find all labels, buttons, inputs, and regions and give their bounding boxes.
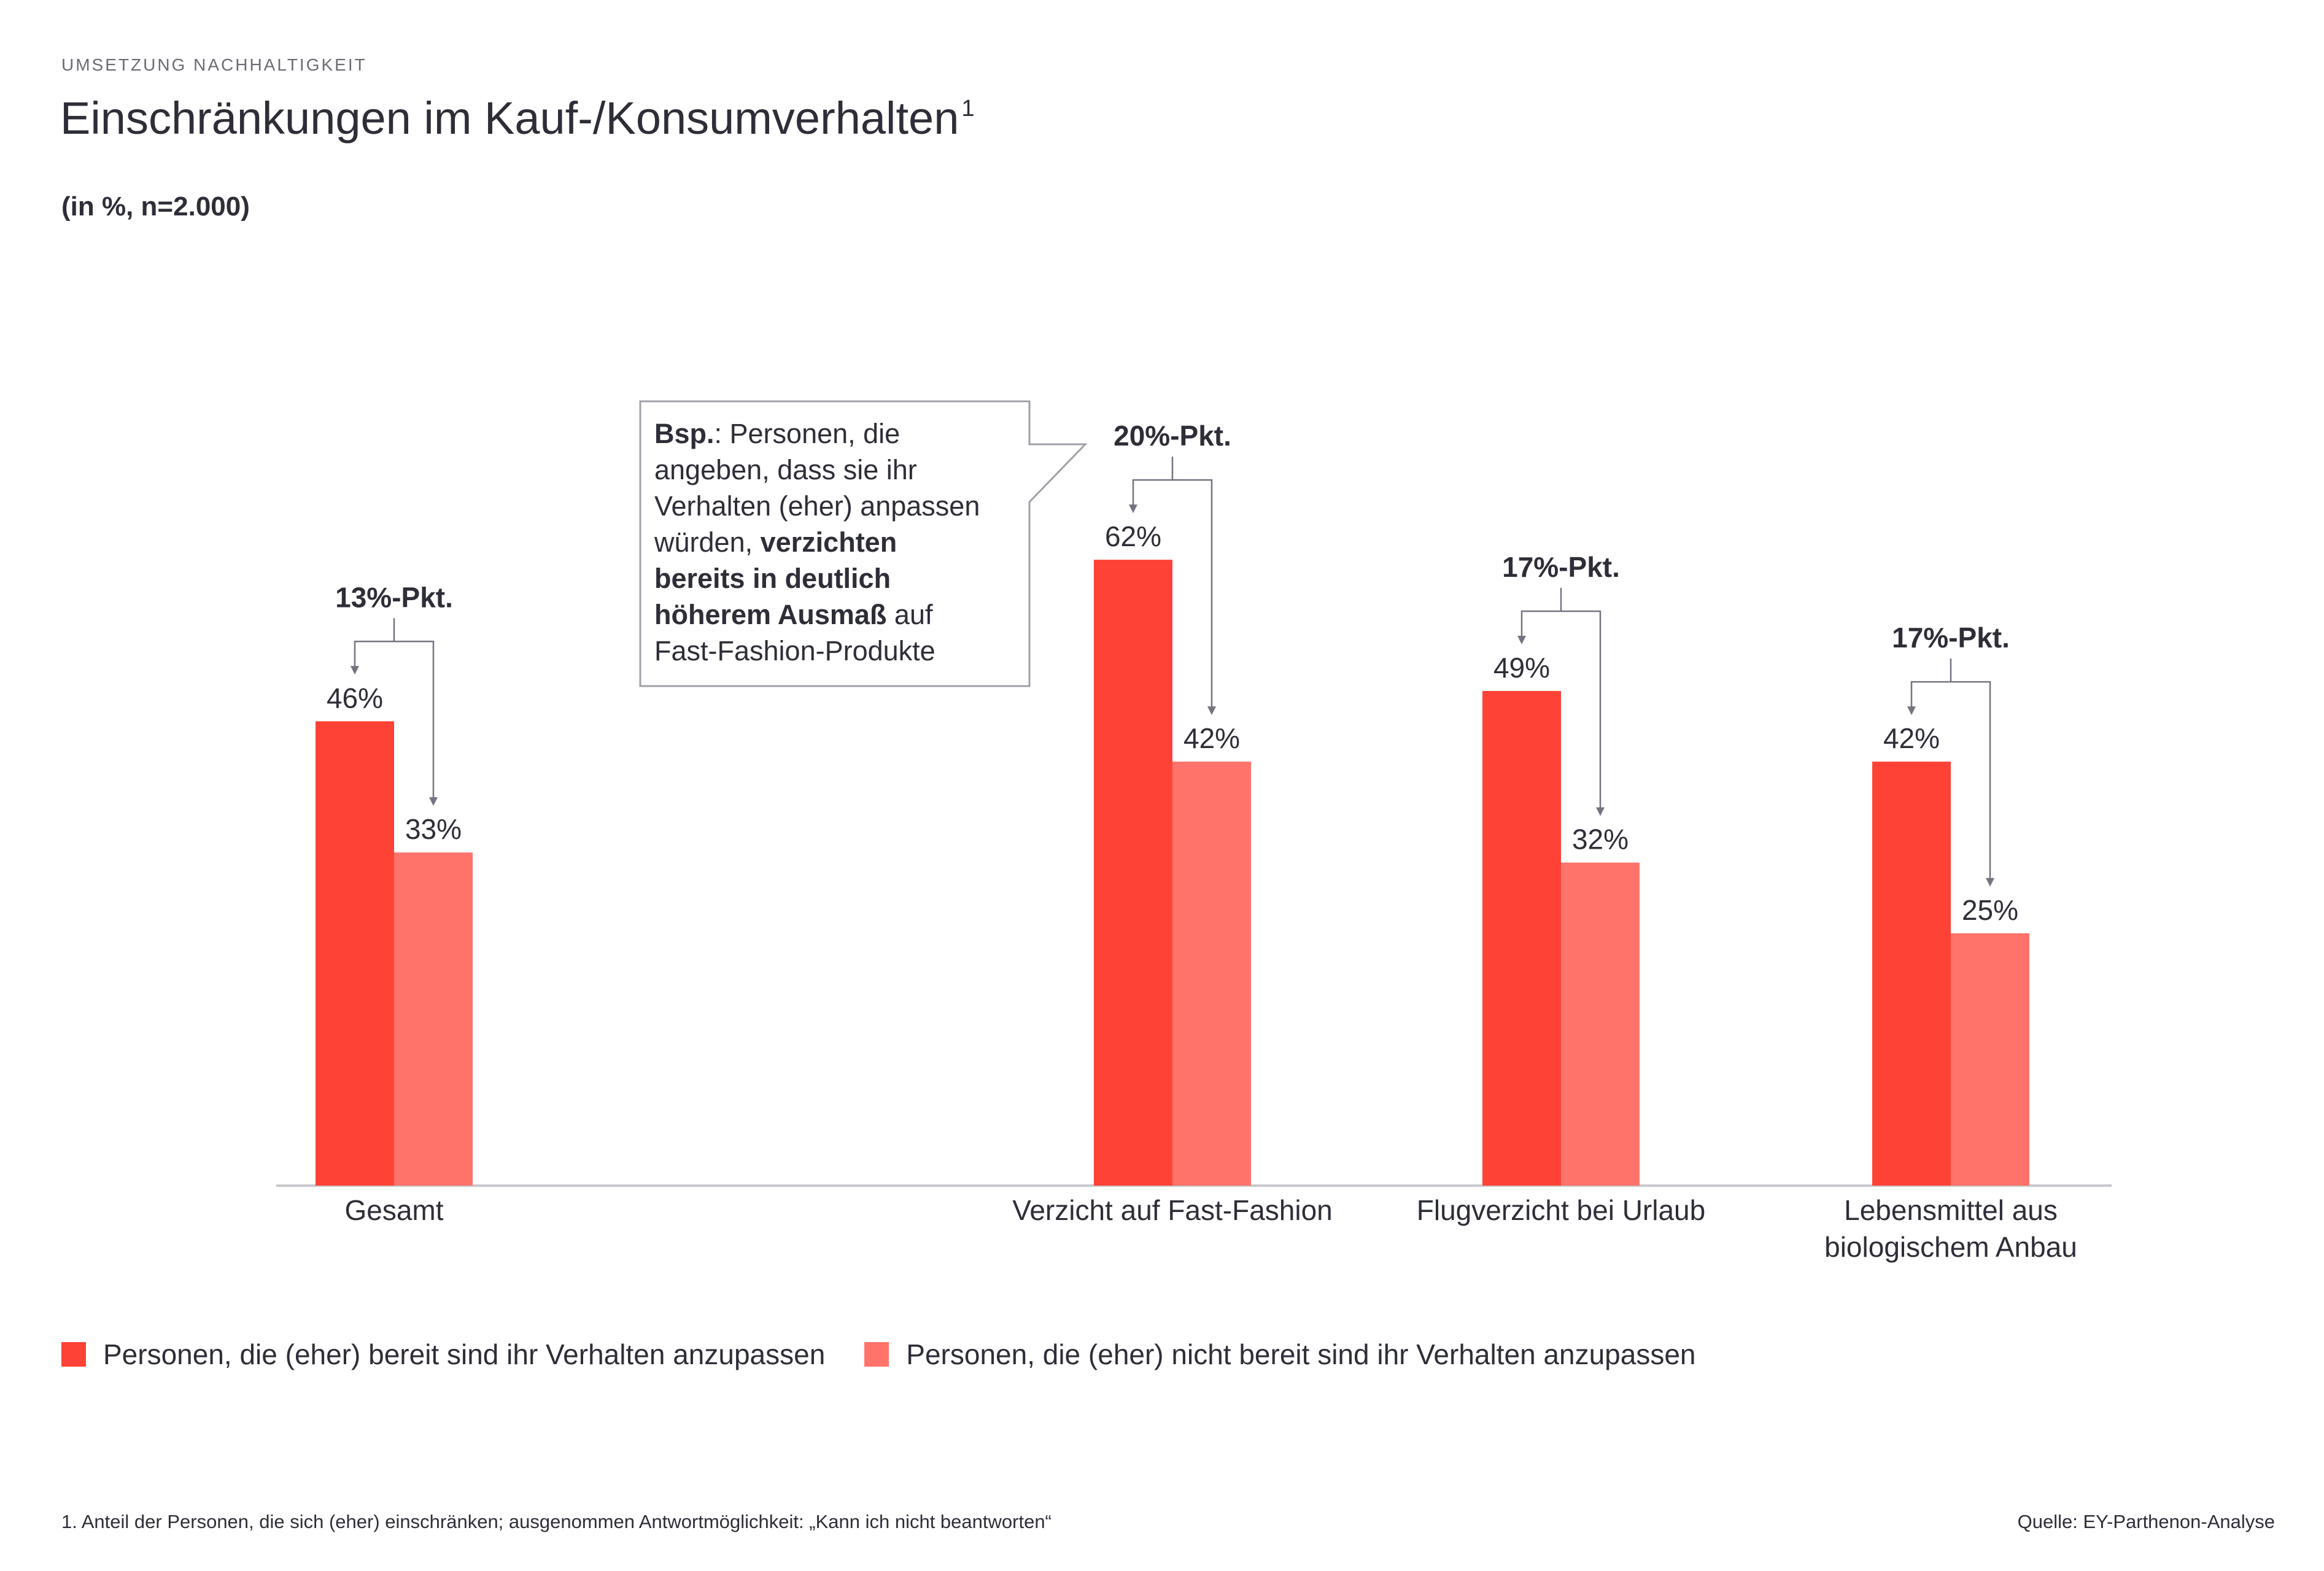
callout-line-6: Fast-Fashion-Produkte: [654, 635, 935, 666]
category-label-3-0: Lebensmittel aus: [1844, 1194, 2058, 1226]
difference-label-3: 17%-Pkt.: [1892, 622, 2010, 654]
data-label-willing-3: 42%: [1883, 722, 1940, 754]
data-label-not-willing-2: 32%: [1572, 824, 1629, 855]
legend-swatch-not-willing: [864, 1342, 889, 1367]
callout-line-4: bereits in deutlich: [654, 563, 891, 594]
callout-box: [639, 400, 1088, 687]
callout-line-0: Bsp.: Personen, die: [654, 418, 900, 449]
legend-item-willing: Personen, die (eher) bereit sind ihr Ver…: [61, 1338, 825, 1371]
data-label-not-willing-3: 25%: [1962, 894, 2018, 926]
difference-label-2: 17%-Pkt.: [1502, 551, 1620, 583]
bar-not-willing-3: [1951, 933, 2029, 1186]
category-label-2-0: Flugverzicht bei Urlaub: [1417, 1194, 1705, 1226]
callout-line-3: würden, verzichten: [654, 527, 897, 558]
title-footnote-marker: 1: [961, 96, 975, 122]
data-label-not-willing-1: 42%: [1183, 722, 1240, 754]
category-label-1-0: Verzicht auf Fast-Fashion: [1012, 1194, 1333, 1226]
bar-not-willing-2: [1561, 862, 1640, 1186]
legend-swatch-willing: [61, 1342, 86, 1367]
difference-label-1: 20%-Pkt.: [1114, 420, 1231, 452]
data-label-willing-0: 46%: [327, 682, 383, 714]
category-label-3-1: biologischem Anbau: [1824, 1231, 2077, 1263]
chart-subtitle: (in %, n=2.000): [61, 191, 250, 222]
bar-chart: 46% 33% 13%-Pkt. Gesamt 62% 42% 20%-Pkt. Verzic…: [276, 400, 2112, 1263]
source-note: Quelle: EY-Parthenon-Analyse: [2017, 1511, 2275, 1532]
bar-willing-2: [1482, 690, 1561, 1186]
difference-label-0: 13%-Pkt.: [335, 581, 453, 613]
title-text: Einschränkungen im Kauf-/Konsumverhalten: [60, 93, 959, 144]
bracket-arrow-willing-1: [1129, 504, 1137, 514]
category-label-0-0: Gesamt: [344, 1194, 443, 1226]
data-label-willing-2: 49%: [1493, 652, 1550, 684]
bar-willing-3: [1872, 762, 1951, 1186]
callout-line-1: angeben, dass sie ihr: [654, 454, 917, 485]
bar-willing-0: [316, 721, 394, 1186]
bracket-arrow-not-willing-2: [1596, 807, 1605, 816]
data-label-not-willing-0: 33%: [405, 813, 462, 845]
page-title: Einschränkungen im Kauf-/Konsumverhalten…: [60, 92, 975, 144]
eyebrow-label: UMSETZUNG NACHHALTIGKEIT: [61, 55, 367, 74]
bar-not-willing-0: [394, 852, 473, 1186]
bar-not-willing-1: [1172, 762, 1251, 1186]
legend-label-willing: Personen, die (eher) bereit sind ihr Ver…: [103, 1338, 826, 1370]
legend-label-not-willing: Personen, die (eher) nicht bereit sind i…: [906, 1338, 1696, 1370]
legend-item-not-willing: Personen, die (eher) nicht bereit sind i…: [864, 1338, 1696, 1371]
bar-willing-1: [1094, 560, 1172, 1186]
bracket-arrow-willing-3: [1907, 706, 1916, 716]
bracket-arrow-not-willing-1: [1207, 706, 1216, 716]
bracket-arrow-not-willing-0: [429, 797, 438, 806]
data-label-willing-1: 62%: [1105, 520, 1161, 552]
callout-line-5: höherem Ausmaß auf: [654, 599, 933, 630]
bracket-arrow-willing-2: [1517, 635, 1526, 644]
callout-line-2: Verhalten (eher) anpassen: [654, 490, 980, 522]
bracket-arrow-willing-0: [351, 666, 359, 675]
chart-legend: Personen, die (eher) bereit sind ihr Ver…: [61, 1338, 1735, 1371]
bracket-arrow-not-willing-3: [1986, 878, 1994, 887]
footnote: 1. Anteil der Personen, die sich (eher) …: [61, 1511, 1052, 1532]
